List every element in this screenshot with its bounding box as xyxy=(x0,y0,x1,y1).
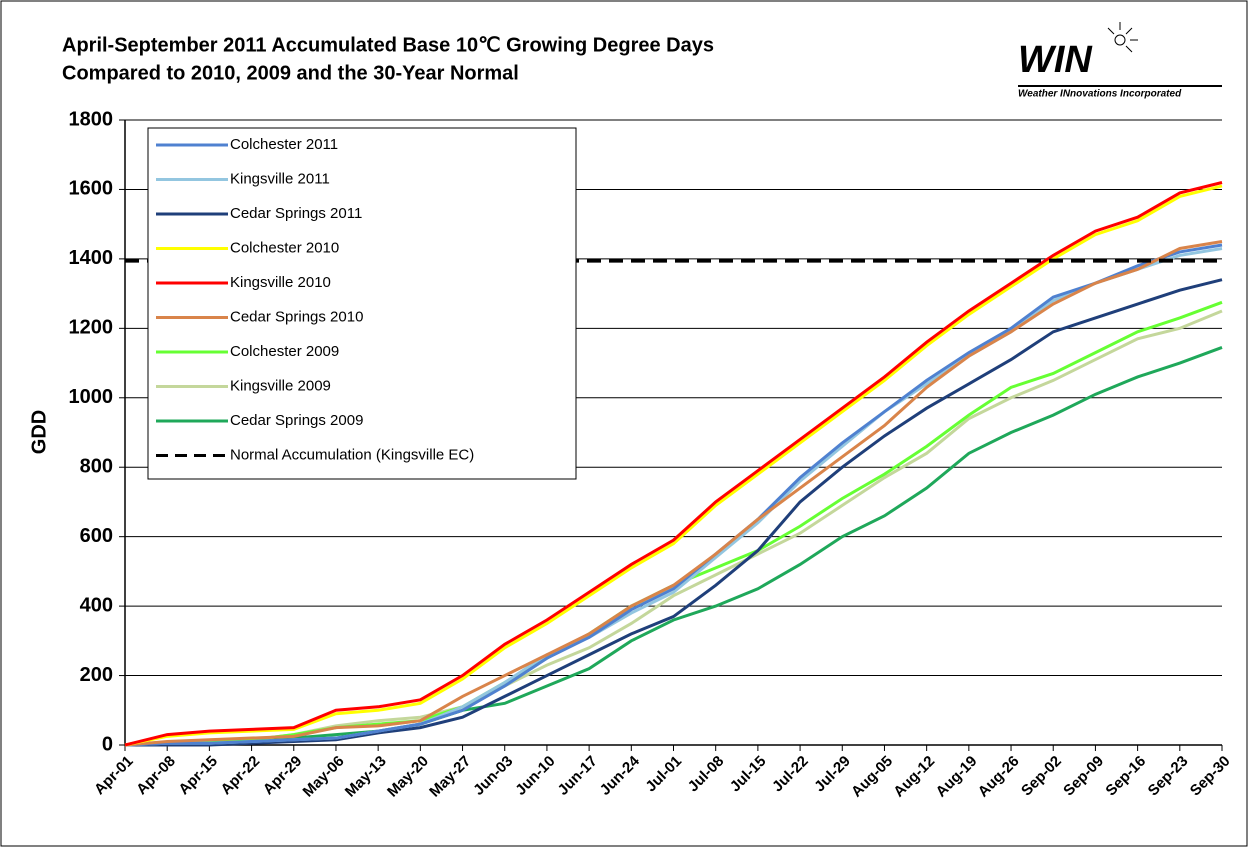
y-tick-label: 0 xyxy=(102,733,113,755)
legend-label: Colchester 2010 xyxy=(230,239,339,256)
y-axis-label: GDD xyxy=(28,410,50,454)
logo-text: WIN xyxy=(1018,39,1093,81)
y-tick-label: 600 xyxy=(80,525,113,547)
y-tick-label: 200 xyxy=(80,664,113,686)
chart-title: April-September 2011 Accumulated Base 10… xyxy=(62,34,714,56)
y-tick-label: 1800 xyxy=(69,108,114,130)
y-tick-label: 1400 xyxy=(69,247,114,269)
legend-label: Kingsville 2011 xyxy=(230,170,330,187)
series-line xyxy=(124,240,1223,747)
series-line xyxy=(124,181,1223,747)
y-tick-label: 800 xyxy=(80,456,113,478)
y-tick-label: 1600 xyxy=(69,178,114,200)
legend-label: Cedar Springs 2011 xyxy=(230,205,362,222)
series-line xyxy=(125,278,1223,747)
series-line xyxy=(124,184,1223,747)
logo-sun xyxy=(1114,34,1126,46)
legend-label: Colchester 2009 xyxy=(230,343,339,360)
legend-label: Cedar Springs 2010 xyxy=(230,308,363,325)
legend-label: Kingsville 2009 xyxy=(230,377,331,394)
logo-rays xyxy=(1107,22,1138,53)
chart-title: Compared to 2010, 2009 and the 30-Year N… xyxy=(62,62,519,84)
legend-label: Normal Accumulation (Kingsville EC) xyxy=(230,446,474,463)
legend-label: Cedar Springs 2009 xyxy=(230,412,363,429)
legend-label: Colchester 2011 xyxy=(230,136,338,153)
logo-subtitle: Weather INnovations Incorporated xyxy=(1018,89,1182,100)
y-tick-label: 1200 xyxy=(69,317,114,339)
legend-label: Kingsville 2010 xyxy=(230,274,331,291)
series-line xyxy=(124,243,1223,747)
series-line xyxy=(124,346,1223,747)
y-tick-label: 1000 xyxy=(69,386,114,408)
logo: WIN Weather INnovations Incorporated xyxy=(1018,22,1222,100)
y-tick-label: 400 xyxy=(80,594,113,616)
